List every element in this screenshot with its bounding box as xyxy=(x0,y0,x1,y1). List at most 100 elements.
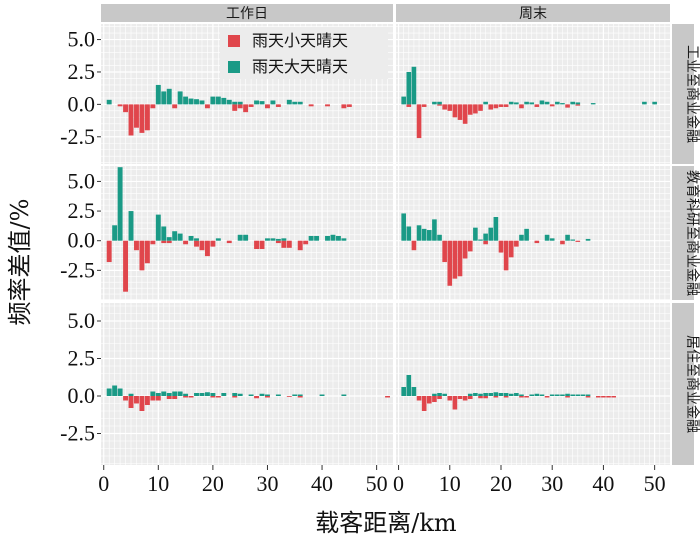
x-tick-label: 10 xyxy=(147,471,169,496)
bar-light xyxy=(606,396,611,398)
bar-heavy xyxy=(297,101,303,105)
bar-light xyxy=(243,104,249,113)
bar-heavy xyxy=(483,101,488,105)
panel-layer xyxy=(101,24,670,465)
bar-heavy xyxy=(565,234,570,241)
bar-heavy xyxy=(204,392,210,396)
bar-light xyxy=(498,240,504,253)
bar-heavy xyxy=(432,101,437,105)
bar-heavy xyxy=(555,394,560,396)
bar-heavy xyxy=(411,66,417,105)
legend-background xyxy=(220,27,388,79)
bar-heavy xyxy=(493,216,499,241)
bar-light xyxy=(275,240,281,244)
bar-light xyxy=(544,396,550,398)
bar-heavy xyxy=(590,103,596,105)
bar-light xyxy=(275,104,281,107)
bar-light xyxy=(437,396,442,399)
bar-light xyxy=(457,240,463,277)
bar-light xyxy=(503,396,509,398)
bar-heavy xyxy=(585,394,591,396)
bar-light xyxy=(498,104,504,107)
bar-heavy xyxy=(330,234,336,241)
bar-heavy xyxy=(281,238,287,241)
bar-heavy xyxy=(161,226,167,241)
bar-light xyxy=(611,396,616,398)
bar-heavy xyxy=(642,101,647,105)
facet-strip-row xyxy=(672,166,694,300)
bar-heavy xyxy=(570,239,575,241)
bar-light xyxy=(254,240,260,250)
bar-heavy xyxy=(652,101,657,105)
bar-heavy xyxy=(473,227,478,241)
bar-heavy xyxy=(421,228,427,241)
bar-light xyxy=(452,104,458,118)
bar-heavy xyxy=(585,238,591,241)
bar-heavy xyxy=(341,238,347,241)
bar-heavy xyxy=(478,239,483,241)
bar-light xyxy=(426,396,432,404)
bar-light xyxy=(308,104,314,107)
legend-swatch xyxy=(228,35,240,47)
x-axis-title: 载客距离/km xyxy=(315,509,457,537)
bar-heavy xyxy=(183,96,189,105)
bar-light xyxy=(199,240,205,251)
facet-strip-col-label: 工作日 xyxy=(226,6,268,22)
bar-light xyxy=(447,396,453,401)
bar-heavy xyxy=(215,238,221,241)
bar-light xyxy=(385,396,390,398)
bar-heavy xyxy=(265,238,270,241)
bar-light xyxy=(503,240,509,271)
panel-background xyxy=(396,166,670,300)
bar-heavy xyxy=(308,235,314,241)
bar-light xyxy=(204,240,210,257)
bar-light xyxy=(467,240,473,252)
bar-heavy xyxy=(259,101,265,105)
bar-heavy xyxy=(215,96,221,105)
bar-heavy xyxy=(483,393,488,396)
bar-heavy xyxy=(406,375,412,396)
bar-heavy xyxy=(426,230,432,241)
bar-heavy xyxy=(188,98,194,105)
bar-light xyxy=(488,104,494,110)
bar-light xyxy=(416,104,422,139)
bar-heavy xyxy=(437,234,442,241)
bar-heavy xyxy=(155,214,161,241)
bar-light xyxy=(346,104,352,107)
bar-light xyxy=(493,104,499,109)
bar-light xyxy=(519,104,524,109)
bar-light xyxy=(421,104,427,107)
bar-light xyxy=(442,240,447,263)
bar-heavy xyxy=(539,100,545,105)
bar-heavy xyxy=(514,393,519,396)
bar-light xyxy=(106,240,112,263)
bar-light xyxy=(595,396,601,398)
bar-light xyxy=(406,104,412,107)
panel-background xyxy=(396,303,670,465)
bar-light xyxy=(281,240,287,248)
bar-heavy xyxy=(286,99,292,105)
bar-heavy xyxy=(172,391,178,396)
bar-light xyxy=(514,240,519,247)
bar-light xyxy=(248,104,254,107)
bar-light xyxy=(144,240,150,264)
bar-heavy xyxy=(314,235,320,241)
y-axis-title: 频率差值/% xyxy=(6,199,34,326)
bar-heavy xyxy=(210,393,216,396)
bar-light xyxy=(303,240,309,245)
bar-heavy xyxy=(275,394,281,396)
bar-light xyxy=(478,104,483,111)
bar-heavy xyxy=(493,392,499,396)
bar-heavy xyxy=(221,393,227,396)
bar-light xyxy=(134,104,139,128)
bar-heavy xyxy=(524,228,529,241)
bar-light xyxy=(503,104,509,107)
bar-light xyxy=(286,240,292,248)
bar-light xyxy=(210,396,216,398)
y-tick-label: 5.0 xyxy=(68,168,96,193)
bar-heavy xyxy=(406,226,412,241)
bar-light xyxy=(483,240,488,245)
bar-light xyxy=(478,396,483,399)
bar-light xyxy=(473,104,478,114)
